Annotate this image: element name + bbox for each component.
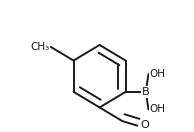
Text: CH₃: CH₃ bbox=[30, 42, 49, 52]
Text: B: B bbox=[142, 87, 150, 97]
Text: O: O bbox=[140, 120, 149, 130]
Text: OH: OH bbox=[150, 104, 166, 114]
Text: OH: OH bbox=[150, 69, 166, 79]
